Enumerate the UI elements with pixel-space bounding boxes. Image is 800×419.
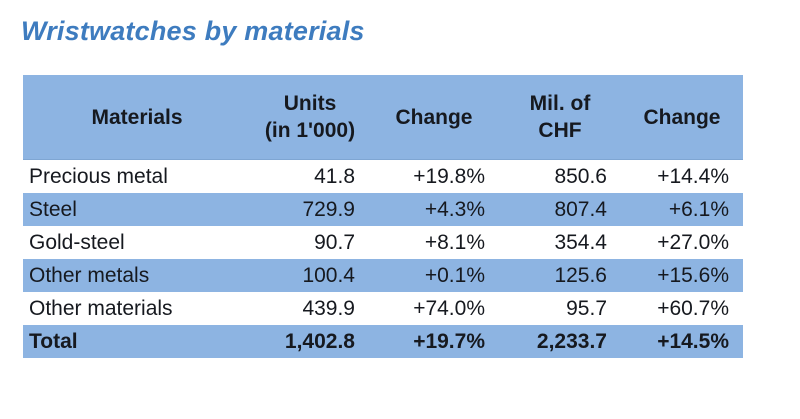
- cell-chf: 850.6: [554, 165, 607, 188]
- cell-units-change: +19.7%: [413, 330, 485, 353]
- cell-units: 100.4: [302, 264, 355, 287]
- header-line: Change: [395, 105, 473, 129]
- table-row-other-materials: Other materials 439.9 +74.0% 95.7 +60.7%: [23, 292, 743, 325]
- cell-material: Precious metal: [29, 165, 168, 188]
- materials-table: Materials Units (in 1'000) Change Mil. o…: [23, 75, 743, 358]
- table-row-steel: Steel 729.9 +4.3% 807.4 +6.1%: [23, 193, 743, 226]
- cell-units-change: +19.8%: [413, 165, 485, 188]
- cell-material: Steel: [29, 198, 77, 221]
- table-row-precious-metal: Precious metal 41.8 +19.8% 850.6 +14.4%: [23, 160, 743, 193]
- cell-chf: 125.6: [554, 264, 607, 287]
- cell-material: Other metals: [29, 264, 150, 287]
- table-header-row: Materials Units (in 1'000) Change Mil. o…: [23, 75, 743, 160]
- header-line: CHF: [538, 119, 582, 142]
- cell-material: Gold-steel: [29, 231, 125, 254]
- cell-chf-change: +14.4%: [657, 165, 729, 188]
- column-header-chf: Mil. of CHF: [499, 90, 621, 144]
- column-header-materials: Materials: [23, 104, 251, 131]
- column-header-units-change: Change: [369, 104, 499, 131]
- cell-units: 41.8: [314, 165, 355, 188]
- cell-units-change: +74.0%: [413, 297, 485, 320]
- table-row-total: Total 1,402.8 +19.7% 2,233.7 +14.5%: [23, 325, 743, 358]
- cell-units: 729.9: [302, 198, 355, 221]
- header-line: Materials: [91, 105, 183, 129]
- cell-units-change: +0.1%: [424, 264, 485, 287]
- column-header-chf-change: Change: [621, 104, 743, 131]
- cell-units: 1,402.8: [284, 330, 355, 353]
- cell-units: 439.9: [302, 297, 355, 320]
- cell-chf: 95.7: [566, 297, 607, 320]
- cell-units-change: +4.3%: [424, 198, 485, 221]
- cell-chf-change: +6.1%: [668, 198, 729, 221]
- cell-chf: 807.4: [554, 198, 607, 221]
- page-title: Wristwatches by materials: [21, 16, 365, 46]
- cell-material: Other materials: [29, 297, 173, 320]
- header-line: (in 1'000): [264, 119, 356, 142]
- table-row-other-metals: Other metals 100.4 +0.1% 125.6 +15.6%: [23, 259, 743, 292]
- cell-chf-change: +15.6%: [657, 264, 729, 287]
- cell-chf: 354.4: [554, 231, 607, 254]
- table-row-gold-steel: Gold-steel 90.7 +8.1% 354.4 +27.0%: [23, 226, 743, 259]
- cell-chf-change: +27.0%: [657, 231, 729, 254]
- column-header-units: Units (in 1'000): [251, 90, 369, 144]
- cell-units: 90.7: [314, 231, 355, 254]
- header-line: Change: [643, 105, 721, 129]
- header-line: Units: [283, 92, 337, 115]
- header-line: Mil. of: [529, 92, 591, 115]
- cell-chf-change: +60.7%: [657, 297, 729, 320]
- cell-chf-change: +14.5%: [657, 330, 729, 353]
- cell-chf: 2,233.7: [536, 330, 607, 353]
- cell-material: Total: [29, 330, 78, 353]
- cell-units-change: +8.1%: [424, 231, 485, 254]
